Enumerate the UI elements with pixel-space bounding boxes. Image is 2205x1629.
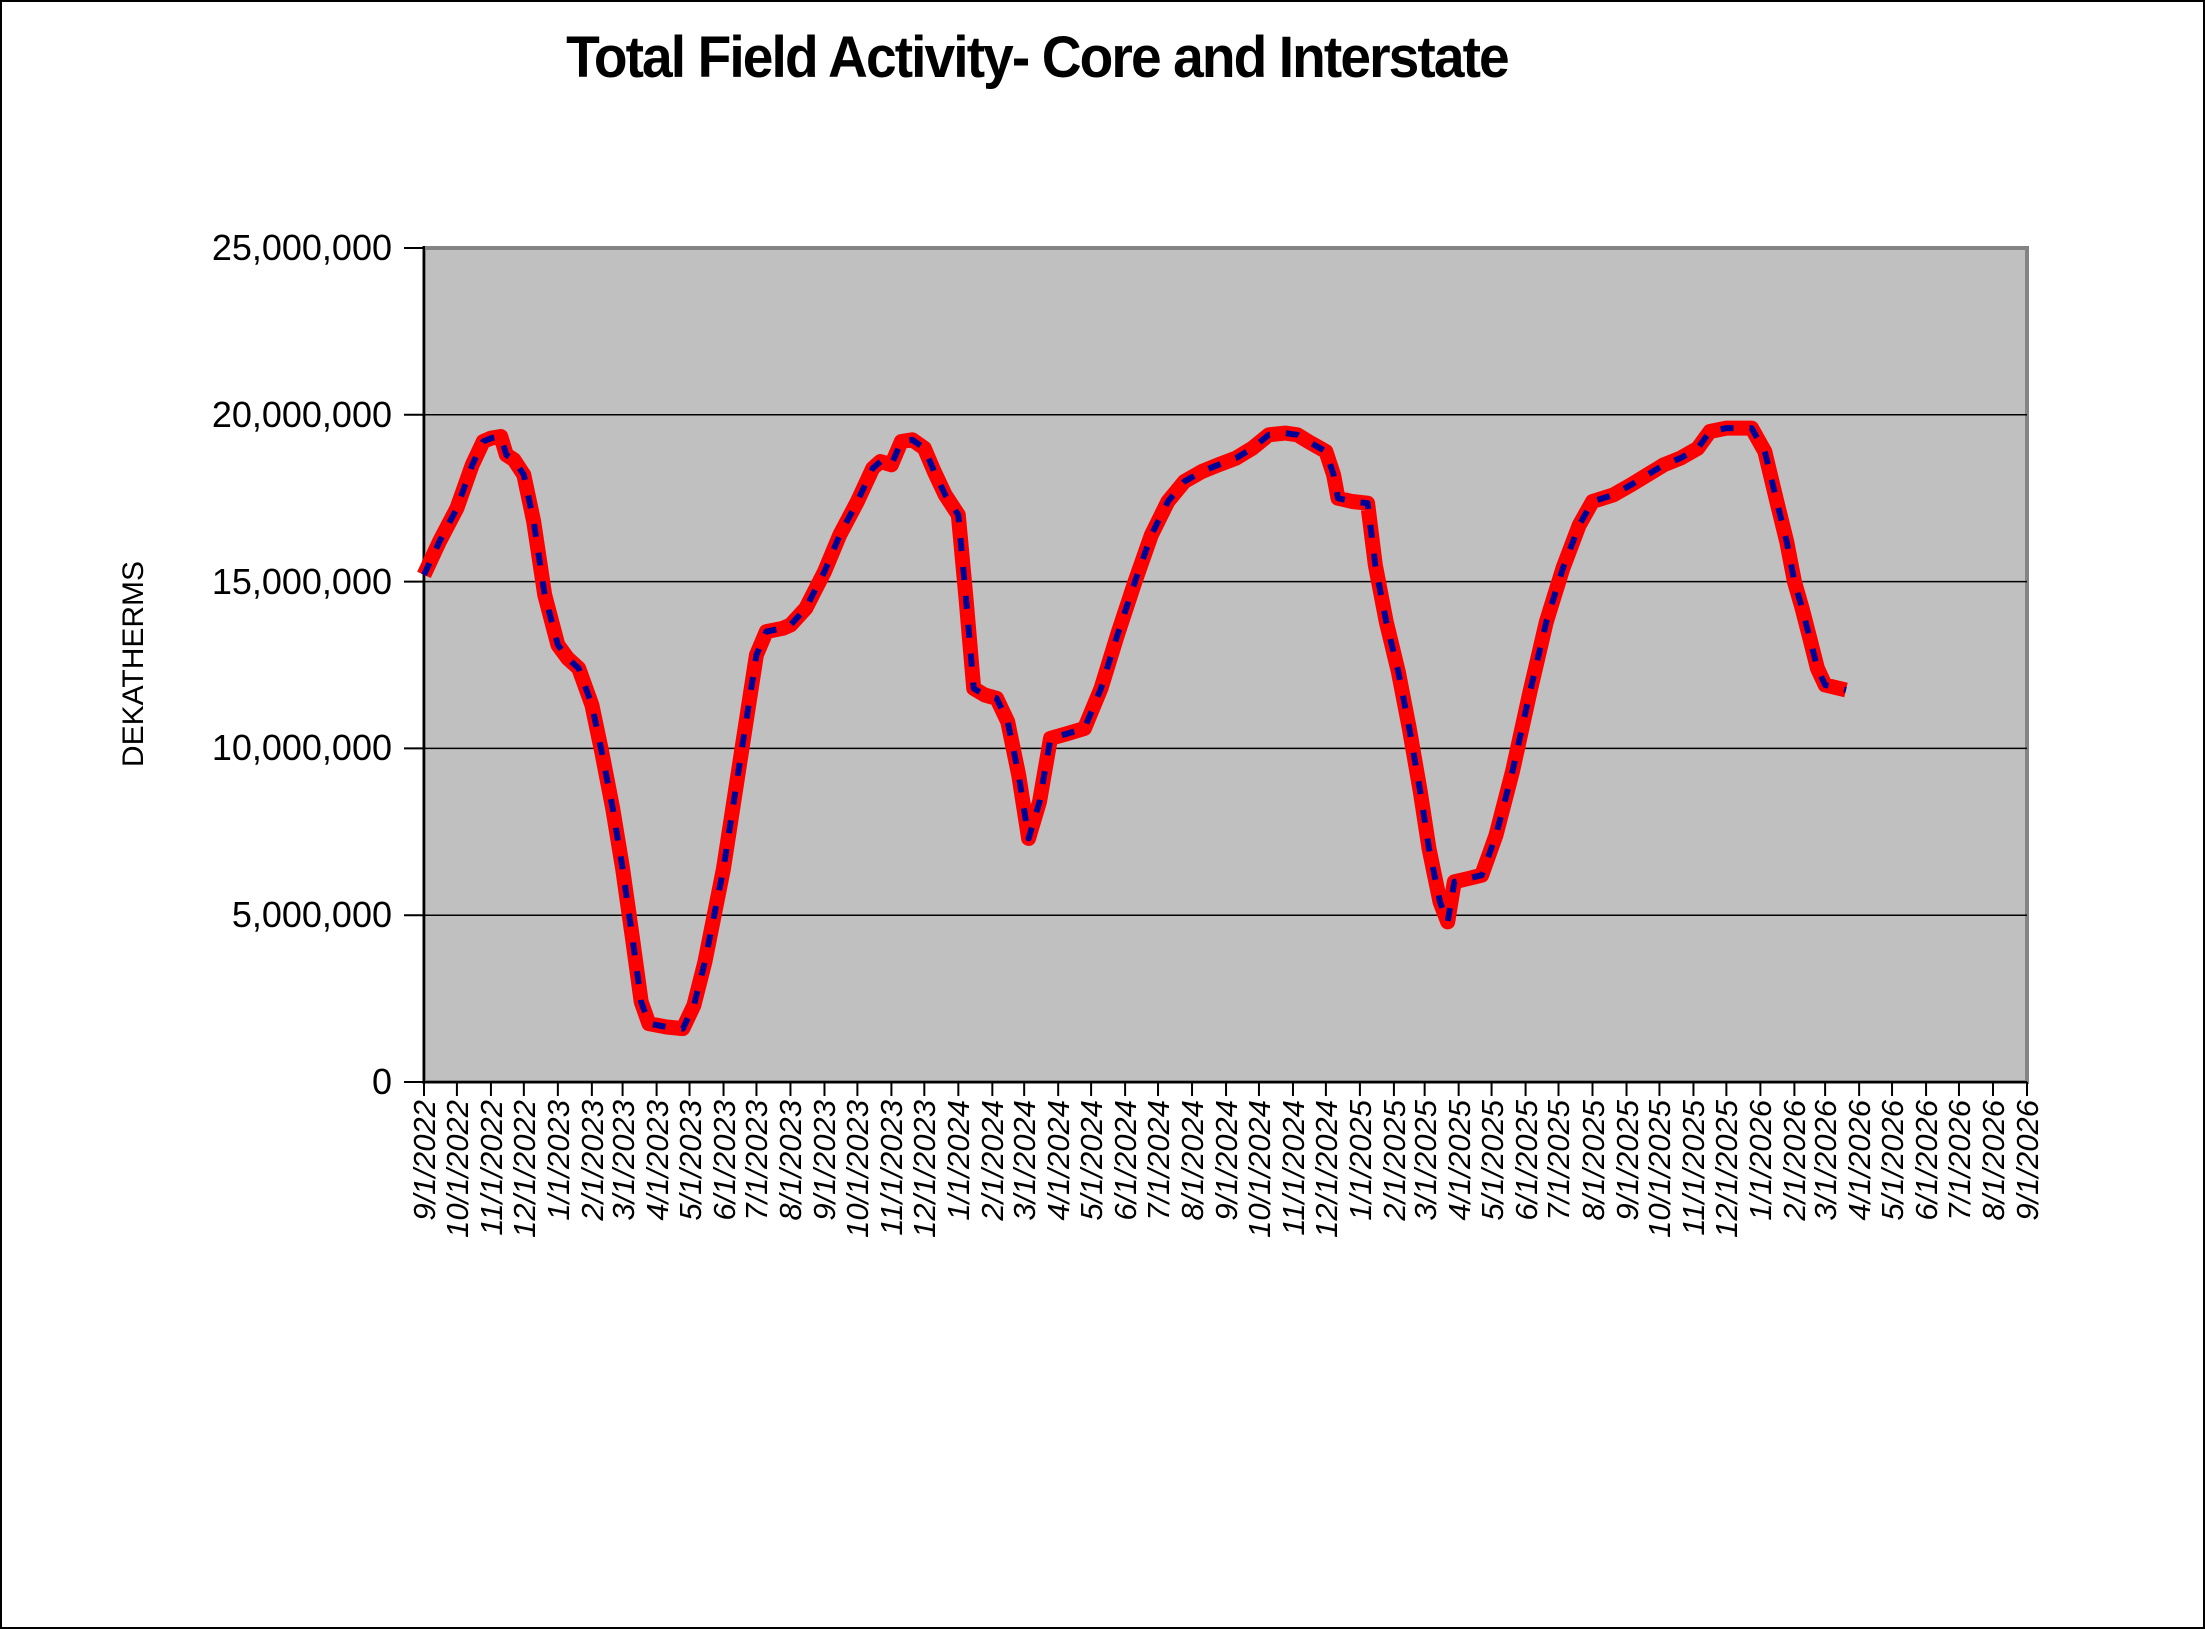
x-tick-label: 9/1/2022 — [407, 1100, 442, 1221]
x-tick-label: 1/1/2025 — [1342, 1100, 1378, 1221]
x-tick-label: 8/1/2024 — [1175, 1100, 1211, 1221]
x-tick-label: 1/1/2024 — [941, 1100, 977, 1221]
x-tick-label: 7/1/2023 — [739, 1100, 775, 1221]
x-tick-label: 11/1/2023 — [874, 1100, 910, 1236]
x-tick-label: 5/1/2025 — [1474, 1100, 1510, 1221]
x-tick-label: 7/1/2025 — [1541, 1100, 1577, 1221]
x-tick-label: 2/1/2023 — [574, 1100, 610, 1221]
x-tick-label: 8/1/2025 — [1575, 1100, 1611, 1221]
x-tick-label: 3/1/2026 — [1808, 1100, 1844, 1221]
x-tick-label: 12/1/2022 — [506, 1100, 542, 1238]
chart-title: Total Field Activity- Core and Interstat… — [566, 25, 1510, 90]
x-tick-label: 2/1/2026 — [1777, 1100, 1813, 1221]
series-dashed-line — [421, 425, 1847, 1032]
x-tick-label: 5/1/2023 — [672, 1100, 708, 1221]
x-tick-label: 9/1/2025 — [1609, 1100, 1645, 1221]
y-tick-label: 0 — [371, 1061, 392, 1102]
x-tick-label: 10/1/2025 — [1642, 1100, 1678, 1238]
y-tick-label: 10,000,000 — [211, 727, 392, 769]
x-tick-label: 2/1/2025 — [1376, 1100, 1412, 1221]
x-tick-label: 5/1/2026 — [1875, 1100, 1911, 1221]
x-tick-label: 11/1/2025 — [1676, 1100, 1712, 1236]
x-tick-label: 6/1/2026 — [1909, 1100, 1945, 1221]
x-tick-label: 4/1/2023 — [639, 1100, 675, 1221]
y-axis-title: DEKATHERMS — [117, 560, 150, 768]
x-tick-label: 6/1/2024 — [1108, 1100, 1144, 1221]
x-tick-label: 10/1/2023 — [840, 1100, 876, 1238]
x-tick-label: 6/1/2025 — [1508, 1100, 1544, 1221]
x-tick-label: 12/1/2025 — [1709, 1100, 1745, 1238]
plot-area — [422, 246, 2029, 1084]
x-tick-label: 12/1/2024 — [1308, 1100, 1344, 1238]
y-tick-label: 25,000,000 — [211, 227, 392, 268]
x-tick-label: 7/1/2026 — [1941, 1100, 1977, 1221]
x-tick-label: 4/1/2025 — [1441, 1100, 1477, 1221]
x-tick-label: 10/1/2022 — [439, 1100, 475, 1238]
x-tick-label: 8/1/2026 — [1975, 1100, 2011, 1221]
x-tick-label: 12/1/2023 — [907, 1100, 943, 1238]
x-tick-label: 6/1/2023 — [706, 1100, 742, 1221]
y-tick-label: 5,000,000 — [231, 894, 392, 936]
y-tick-label: 15,000,000 — [211, 560, 392, 602]
x-tick-label: 4/1/2026 — [1842, 1100, 1878, 1221]
x-tick-label: 10/1/2024 — [1241, 1100, 1277, 1238]
x-tick-label: 9/1/2026 — [2010, 1100, 2045, 1221]
x-tick-label: 2/1/2024 — [975, 1100, 1011, 1221]
x-tick-label: 9/1/2023 — [807, 1100, 843, 1221]
x-tick-label: 3/1/2024 — [1007, 1100, 1043, 1221]
x-tick-label: 3/1/2025 — [1407, 1100, 1443, 1221]
x-tick-label: 7/1/2024 — [1141, 1100, 1177, 1221]
x-tick-label: 1/1/2023 — [540, 1100, 576, 1221]
x-tick-label: 9/1/2024 — [1209, 1100, 1245, 1221]
x-tick-label: 11/1/2022 — [473, 1100, 509, 1236]
x-tick-label: 4/1/2024 — [1041, 1100, 1077, 1221]
x-tick-label: 3/1/2023 — [605, 1100, 641, 1221]
x-tick-label: 5/1/2024 — [1074, 1100, 1110, 1221]
y-tick-label: 20,000,000 — [211, 393, 392, 435]
x-tick-label: 8/1/2023 — [773, 1100, 809, 1221]
x-tick-label: 11/1/2024 — [1275, 1100, 1311, 1236]
x-tick-label: 1/1/2026 — [1743, 1100, 1779, 1221]
